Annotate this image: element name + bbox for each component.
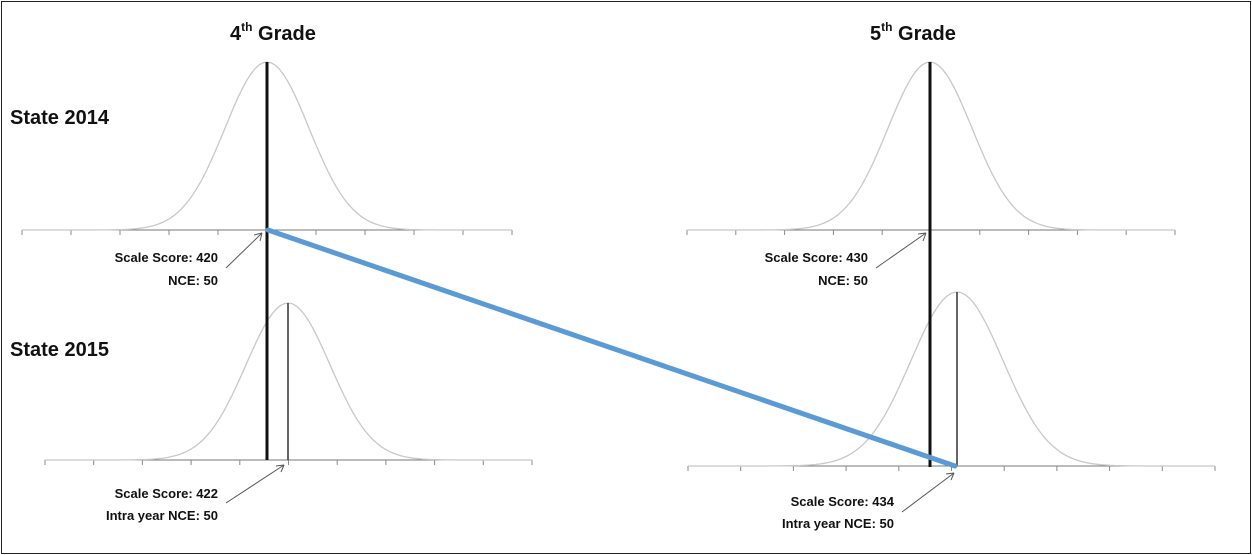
annotation-g5-2015-nce: Intra year NCE: 50 <box>782 516 894 531</box>
annotation-g4-2015-nce: Intra year NCE: 50 <box>106 508 218 523</box>
grade4-title: 4th Grade <box>230 20 316 45</box>
row-label-state-2015: State 2015 <box>10 339 109 361</box>
arrow-g5-2015 <box>901 472 955 513</box>
panel-grade5-state2015 <box>687 291 1216 471</box>
annotation-g5-2014-score: Scale Score: 430 <box>765 250 868 265</box>
arrow-g4-2014 <box>225 232 263 269</box>
arrow-g4-2015 <box>225 464 285 504</box>
row-label-state-2014: State 2014 <box>10 107 110 129</box>
annotation-g4-2014-score: Scale Score: 420 <box>115 250 218 265</box>
annotation-g4-2015-score: Scale Score: 422 <box>115 486 218 501</box>
grade5-title: 5th Grade <box>870 20 956 45</box>
growth-connector-line <box>265 227 958 469</box>
arrow-g5-2014 <box>875 232 927 269</box>
annotation-g4-2014-nce: NCE: 50 <box>168 273 218 288</box>
annotation-g5-2014-nce: NCE: 50 <box>818 273 868 288</box>
annotation-g5-2015-score: Scale Score: 434 <box>791 494 895 509</box>
panel-grade4-state2015 <box>44 302 533 465</box>
distribution-curve <box>688 291 1215 467</box>
